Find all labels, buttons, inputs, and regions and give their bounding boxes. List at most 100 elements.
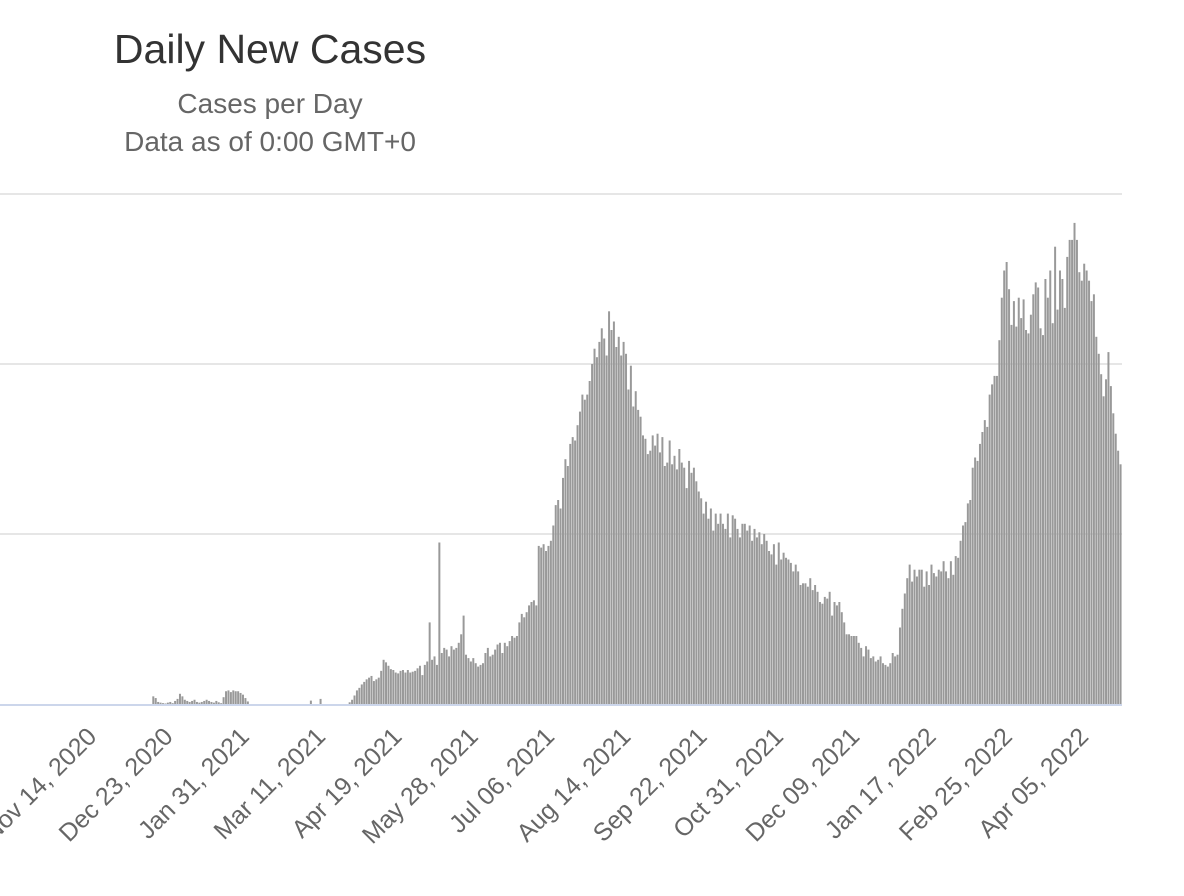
bar bbox=[780, 559, 783, 704]
bar bbox=[452, 649, 455, 704]
bar bbox=[159, 702, 162, 704]
bar bbox=[976, 460, 979, 704]
bar bbox=[1034, 282, 1037, 704]
bar bbox=[1046, 297, 1049, 704]
bar bbox=[358, 687, 361, 704]
bar bbox=[1088, 280, 1091, 704]
bar bbox=[775, 564, 778, 704]
bar bbox=[530, 602, 533, 704]
bar bbox=[210, 701, 213, 704]
bar bbox=[940, 571, 943, 704]
bar bbox=[787, 559, 790, 704]
bar bbox=[736, 528, 739, 704]
bar bbox=[971, 467, 974, 704]
bar bbox=[578, 411, 581, 704]
bar bbox=[498, 642, 501, 704]
bar bbox=[467, 658, 470, 704]
bar bbox=[370, 675, 373, 704]
bar bbox=[375, 679, 378, 704]
bar bbox=[1080, 280, 1083, 704]
bar bbox=[629, 365, 632, 704]
bar bbox=[1003, 270, 1006, 704]
bar bbox=[983, 420, 986, 704]
bar bbox=[884, 664, 887, 704]
bar bbox=[981, 432, 984, 704]
bar bbox=[913, 569, 916, 704]
bar bbox=[612, 321, 615, 704]
bar bbox=[212, 702, 215, 704]
bar bbox=[865, 646, 868, 704]
bar bbox=[625, 353, 628, 704]
bar bbox=[448, 656, 451, 704]
bar bbox=[571, 437, 574, 704]
chart-title: Daily New Cases bbox=[113, 26, 427, 72]
bar bbox=[809, 578, 812, 704]
bar bbox=[591, 364, 594, 704]
bar bbox=[237, 691, 240, 704]
bar bbox=[205, 699, 208, 704]
bar bbox=[675, 469, 678, 704]
bar bbox=[848, 634, 851, 704]
bar bbox=[549, 540, 552, 704]
bar bbox=[363, 681, 366, 704]
bar bbox=[171, 703, 174, 704]
bar bbox=[683, 467, 686, 704]
bar bbox=[496, 644, 499, 704]
bar bbox=[879, 656, 882, 704]
bar bbox=[867, 649, 870, 704]
bar bbox=[753, 528, 756, 704]
bar bbox=[472, 658, 475, 704]
bar bbox=[714, 513, 717, 704]
bar bbox=[484, 653, 487, 704]
bar bbox=[1017, 297, 1020, 704]
bar bbox=[508, 641, 511, 704]
bar bbox=[469, 661, 472, 704]
bar bbox=[215, 700, 218, 704]
bar bbox=[700, 498, 703, 704]
bar bbox=[928, 585, 931, 704]
bar bbox=[738, 537, 741, 704]
bar bbox=[942, 561, 945, 704]
bar bbox=[525, 612, 528, 704]
bar bbox=[1112, 413, 1115, 704]
bar bbox=[1051, 323, 1054, 704]
bar bbox=[1032, 294, 1035, 704]
bar bbox=[755, 537, 758, 704]
bar bbox=[353, 695, 356, 704]
bar bbox=[954, 556, 957, 704]
bar bbox=[242, 694, 244, 704]
bar bbox=[911, 581, 914, 704]
bar bbox=[920, 569, 923, 704]
bar bbox=[574, 440, 577, 704]
bar bbox=[666, 462, 669, 704]
bar bbox=[709, 508, 712, 704]
bar bbox=[181, 696, 184, 704]
bar bbox=[988, 394, 991, 704]
bar bbox=[746, 530, 749, 704]
bar bbox=[1114, 433, 1117, 704]
bar bbox=[414, 670, 417, 704]
bar bbox=[998, 340, 1001, 704]
bar bbox=[882, 663, 884, 704]
bar bbox=[217, 702, 220, 704]
y-gridlines bbox=[0, 193, 1122, 535]
bar bbox=[1015, 326, 1018, 704]
bar bbox=[394, 672, 397, 704]
bar bbox=[782, 552, 785, 704]
bar bbox=[479, 664, 482, 704]
bar bbox=[203, 700, 206, 704]
bar bbox=[661, 437, 664, 704]
bar bbox=[901, 608, 904, 704]
bar bbox=[680, 462, 683, 704]
bar bbox=[234, 691, 237, 704]
bar bbox=[649, 450, 652, 704]
bar bbox=[894, 656, 897, 704]
bar bbox=[559, 508, 562, 704]
bar bbox=[535, 605, 538, 704]
bar bbox=[617, 336, 620, 704]
bar bbox=[583, 399, 586, 704]
bar bbox=[588, 381, 591, 704]
bar bbox=[351, 699, 354, 704]
bar bbox=[406, 670, 409, 704]
